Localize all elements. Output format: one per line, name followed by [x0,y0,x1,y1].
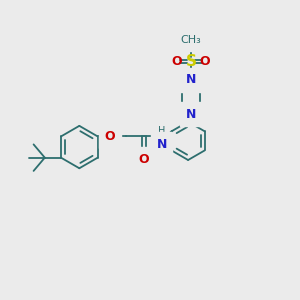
Text: O: O [200,55,211,68]
Text: S: S [185,54,197,69]
Text: H: H [158,127,165,136]
Text: N: N [186,108,196,121]
Text: N: N [186,74,196,86]
Text: O: O [139,153,149,166]
Text: O: O [172,55,182,68]
Text: O: O [105,130,116,143]
Text: N: N [156,138,167,151]
Text: CH₃: CH₃ [181,35,201,46]
